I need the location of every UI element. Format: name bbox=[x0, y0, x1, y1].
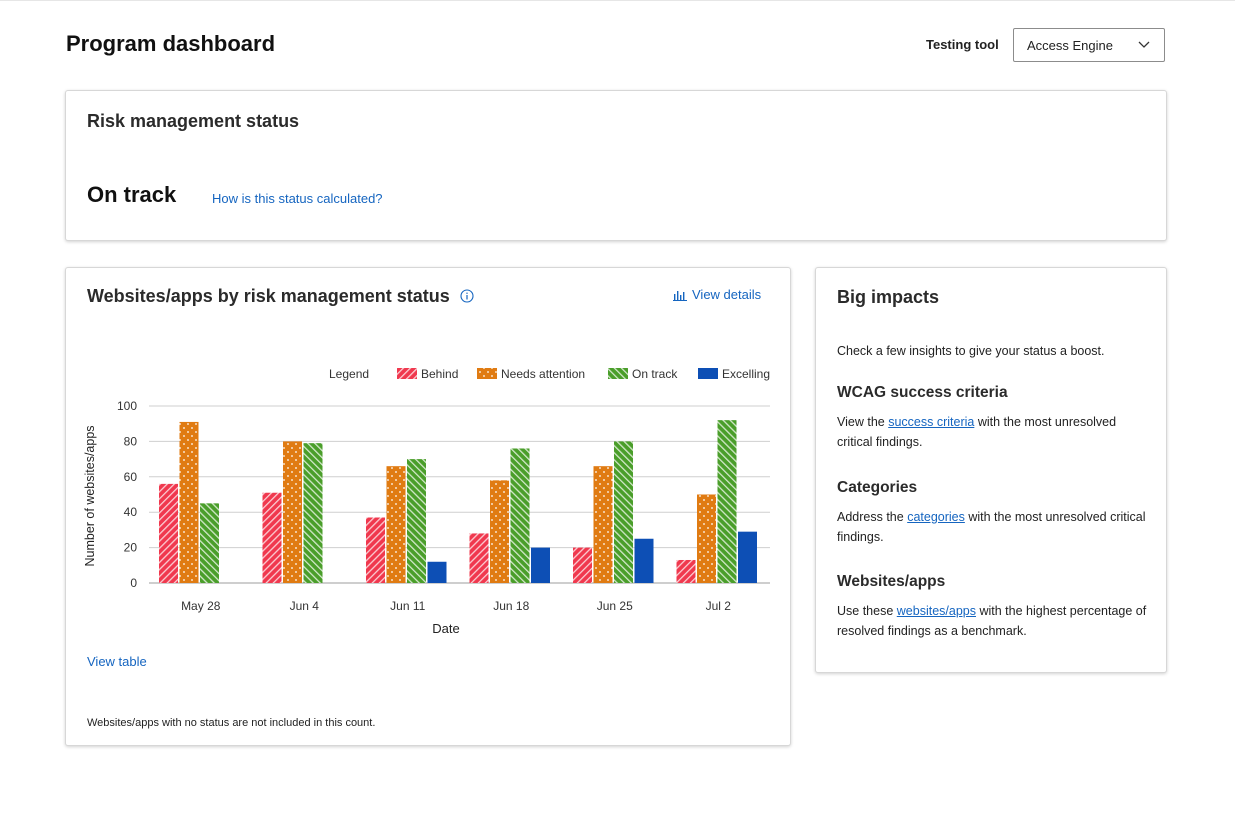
chart-footnote: Websites/apps with no status are not inc… bbox=[87, 717, 376, 729]
categories-link[interactable]: categories bbox=[907, 510, 965, 524]
big-impacts-card: Big impacts Check a few insights to give… bbox=[815, 267, 1167, 673]
testing-tool-label: Testing tool bbox=[926, 37, 999, 52]
testing-tool-select[interactable]: Access Engine bbox=[1013, 28, 1165, 62]
y-axis-title: Number of websites/apps bbox=[83, 425, 97, 566]
bar-needs-attention bbox=[697, 494, 716, 583]
impact-text: View the success criteria with the most … bbox=[837, 412, 1147, 452]
bar-behind bbox=[469, 533, 489, 583]
bar-chart-icon bbox=[673, 290, 687, 301]
bar-on-track bbox=[200, 503, 219, 583]
bar-excelling bbox=[634, 538, 654, 583]
chart-heading: Websites/apps by risk management status bbox=[87, 286, 450, 306]
risk-status-card: Risk management status On track How is t… bbox=[65, 90, 1167, 241]
impact-text-post: with the most unresolved critical findin… bbox=[837, 510, 1146, 544]
legend-swatch-excelling bbox=[698, 368, 718, 379]
view-table-link[interactable]: View table bbox=[87, 654, 147, 669]
bar-on-track bbox=[303, 443, 323, 583]
y-tick-label: 40 bbox=[124, 505, 138, 519]
bar-behind bbox=[573, 547, 592, 583]
legend-swatch-on-track bbox=[608, 368, 628, 379]
impact-heading: Categories bbox=[837, 479, 918, 496]
top-divider bbox=[0, 0, 1235, 1]
impact-text: Use these websites/apps with the highest… bbox=[837, 601, 1147, 641]
x-tick-label: May 28 bbox=[181, 599, 221, 613]
status-calculation-link[interactable]: How is this status calculated? bbox=[212, 191, 383, 206]
bar-needs-attention bbox=[593, 466, 613, 583]
bar-needs-attention bbox=[179, 421, 199, 583]
legend-swatch-behind bbox=[397, 368, 417, 379]
legend-label-needs-attention: Needs attention bbox=[501, 367, 585, 381]
x-tick-label: Jun 18 bbox=[493, 599, 529, 613]
success-criteria-link[interactable]: success criteria bbox=[888, 415, 975, 429]
page-title: Program dashboard bbox=[66, 31, 276, 56]
risk-status-value: On track bbox=[87, 182, 177, 207]
impact-heading: WCAG success criteria bbox=[837, 384, 1008, 401]
risk-status-heading: Risk management status bbox=[87, 111, 300, 131]
legend-label-on-track: On track bbox=[632, 367, 678, 381]
bar-behind bbox=[159, 483, 178, 583]
legend-swatch-needs-attention bbox=[477, 368, 497, 379]
impact-text-post: with the highest percentage of resolved … bbox=[837, 604, 1147, 638]
view-details-label: View details bbox=[692, 287, 762, 302]
info-icon[interactable] bbox=[460, 289, 474, 303]
legend-label-behind: Behind bbox=[421, 367, 458, 381]
bar-behind bbox=[262, 492, 282, 583]
impact-text-pre: View the bbox=[837, 415, 889, 429]
impact-heading: Websites/apps bbox=[837, 573, 946, 590]
websites-apps-link[interactable]: websites/apps bbox=[896, 604, 976, 618]
bar-excelling bbox=[427, 561, 447, 583]
chevron-down-icon bbox=[1138, 41, 1150, 48]
impact-text-post: with the most unresolved critical findin… bbox=[837, 415, 1117, 449]
x-tick-label: Jul 2 bbox=[706, 599, 732, 613]
y-tick-label: 20 bbox=[124, 541, 138, 555]
impact-text-pre: Use these bbox=[837, 604, 897, 618]
bar-excelling bbox=[738, 531, 757, 583]
impact-section-websites: Websites/apps Use these websites/apps wi… bbox=[837, 573, 1147, 641]
bar-needs-attention bbox=[283, 441, 302, 583]
y-tick-label: 60 bbox=[124, 470, 138, 484]
impact-text: Address the categories with the most unr… bbox=[837, 507, 1147, 547]
bar-on-track bbox=[407, 459, 426, 583]
legend-title: Legend bbox=[329, 367, 369, 381]
view-details-link[interactable]: View details bbox=[673, 287, 761, 302]
impact-section-wcag: WCAG success criteria View the success c… bbox=[837, 384, 1147, 452]
bar-needs-attention bbox=[386, 466, 406, 583]
y-tick-label: 100 bbox=[117, 399, 137, 413]
impact-section-categories: Categories Address the categories with t… bbox=[837, 479, 1147, 547]
x-axis-title: Date bbox=[432, 621, 459, 636]
big-impacts-title: Big impacts bbox=[837, 287, 940, 307]
impact-text-pre: Address the bbox=[837, 510, 908, 524]
y-tick-label: 0 bbox=[130, 576, 137, 590]
big-impacts-intro: Check a few insights to give your status… bbox=[837, 344, 1105, 358]
bar-behind bbox=[676, 559, 696, 583]
x-tick-label: Jun 25 bbox=[597, 599, 633, 613]
legend-label-excelling: Excelling bbox=[722, 367, 770, 381]
bar-behind bbox=[366, 517, 385, 583]
testing-tool-value: Access Engine bbox=[1027, 38, 1113, 53]
bar-on-track bbox=[510, 448, 530, 583]
x-tick-label: Jun 4 bbox=[290, 599, 320, 613]
y-tick-label: 80 bbox=[124, 434, 138, 448]
bar-excelling bbox=[531, 547, 550, 583]
x-tick-label: Jun 11 bbox=[390, 599, 425, 613]
status-bar-chart: 0 20 40 60 80 100 May 28 Jun 4 Jun 11 Jun 18 Jun … bbox=[83, 367, 770, 636]
bar-on-track bbox=[614, 441, 633, 583]
bar-on-track bbox=[717, 420, 737, 583]
status-chart-card: Websites/apps by risk management status … bbox=[65, 267, 791, 746]
bar-needs-attention bbox=[490, 480, 509, 583]
